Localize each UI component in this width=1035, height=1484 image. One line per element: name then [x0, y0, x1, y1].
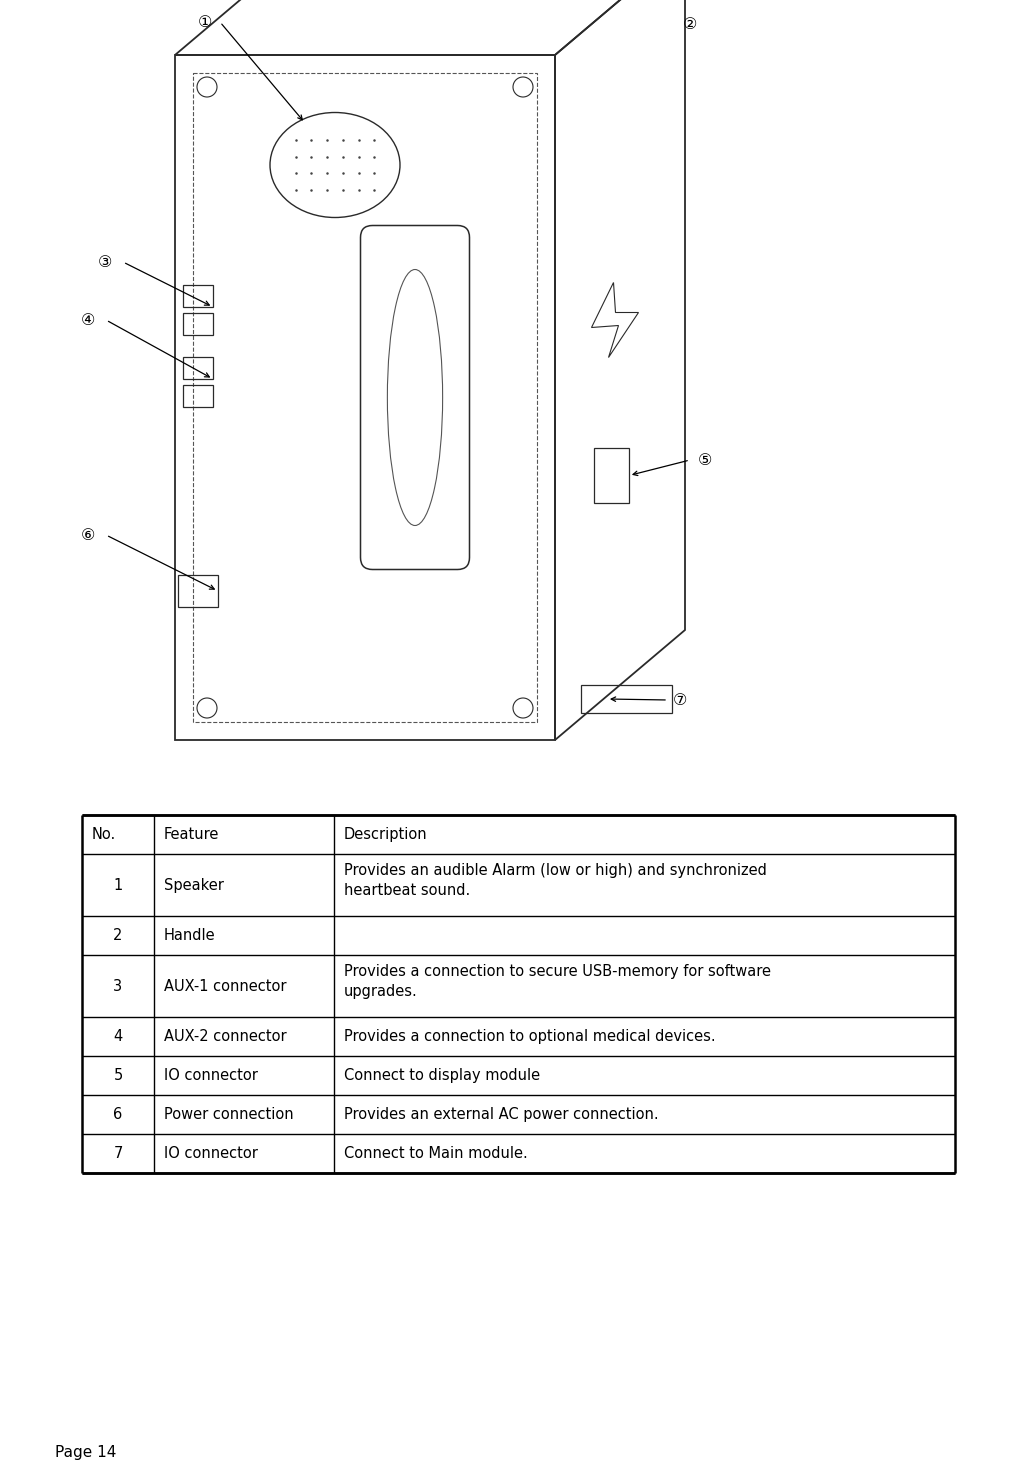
Text: ⑥: ⑥: [81, 527, 95, 543]
Text: Speaker: Speaker: [164, 877, 224, 892]
Text: ⑤: ⑤: [698, 453, 712, 467]
Text: 5: 5: [114, 1068, 122, 1083]
Text: IO connector: IO connector: [164, 1068, 258, 1083]
Text: Page 14: Page 14: [55, 1445, 116, 1460]
Text: No.: No.: [92, 827, 116, 841]
Bar: [183, 384, 213, 407]
Text: AUX-2 connector: AUX-2 connector: [164, 1028, 287, 1045]
Text: AUX-1 connector: AUX-1 connector: [164, 978, 287, 993]
Text: Feature: Feature: [164, 827, 219, 841]
Text: Description: Description: [344, 827, 427, 841]
Text: ③: ③: [98, 254, 112, 270]
Text: 2: 2: [113, 928, 123, 942]
Text: ②: ②: [683, 16, 698, 31]
Text: ④: ④: [81, 313, 95, 328]
Text: 1: 1: [114, 877, 122, 892]
Text: ①: ①: [198, 15, 212, 30]
Text: 4: 4: [114, 1028, 122, 1045]
Bar: [178, 574, 218, 607]
Text: Handle: Handle: [164, 928, 215, 942]
Bar: [594, 448, 629, 503]
Text: 3: 3: [114, 978, 122, 993]
Bar: [183, 358, 213, 378]
Text: 6: 6: [114, 1107, 122, 1122]
Text: Provides an audible Alarm (low or high) and synchronized
heartbeat sound.: Provides an audible Alarm (low or high) …: [344, 864, 767, 898]
Text: Provides a connection to secure USB-memory for software
upgrades.: Provides a connection to secure USB-memo…: [344, 965, 771, 999]
Bar: [183, 285, 213, 307]
Text: Power connection: Power connection: [164, 1107, 294, 1122]
Text: IO connector: IO connector: [164, 1146, 258, 1160]
Text: ⑦: ⑦: [673, 693, 687, 708]
Text: Connect to Main module.: Connect to Main module.: [344, 1146, 528, 1160]
Text: Connect to display module: Connect to display module: [344, 1068, 540, 1083]
Bar: [183, 313, 213, 335]
Bar: [581, 686, 672, 712]
Text: 7: 7: [113, 1146, 123, 1160]
Text: Provides an external AC power connection.: Provides an external AC power connection…: [344, 1107, 658, 1122]
Text: Provides a connection to optional medical devices.: Provides a connection to optional medica…: [344, 1028, 715, 1045]
